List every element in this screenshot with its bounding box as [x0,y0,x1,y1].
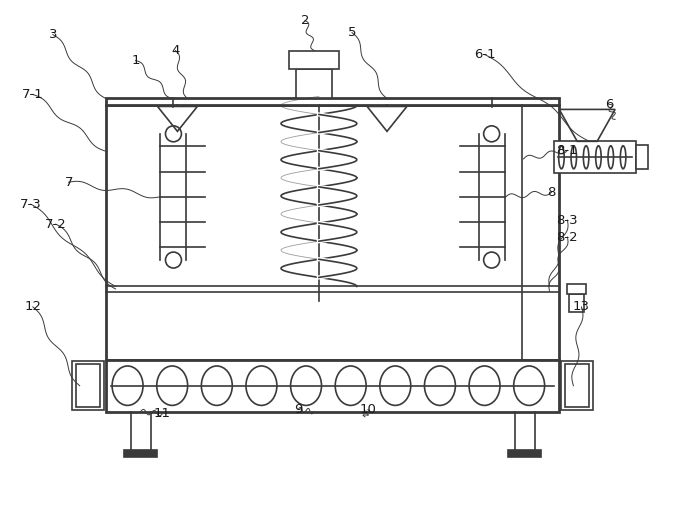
Bar [106,105,560,360]
Text: 6: 6 [605,98,613,111]
Text: 8-1: 8-1 [557,144,578,157]
Bar [124,450,157,456]
Text: 9: 9 [294,403,302,416]
Text: 6-1: 6-1 [474,48,496,61]
Text: 11: 11 [154,407,171,420]
Bar [636,145,648,169]
Text: 12: 12 [24,301,41,313]
Text: 1: 1 [132,54,140,67]
Text: 7-2: 7-2 [45,218,67,230]
Bar [562,361,594,410]
Text: 5: 5 [348,26,356,39]
Bar [106,360,560,412]
Text: 13: 13 [573,301,590,313]
Bar [555,142,636,173]
Bar [507,450,541,456]
Bar [569,294,585,312]
Text: 7-1: 7-1 [22,88,44,101]
Bar [567,284,586,294]
Text: 8: 8 [547,186,555,198]
Text: 8-2: 8-2 [557,230,578,244]
Bar [106,98,560,105]
Text: 4: 4 [171,44,180,57]
Text: 7-3: 7-3 [20,198,42,211]
Bar [76,364,100,407]
Bar [290,51,340,69]
Bar [72,361,104,410]
Text: 2: 2 [301,14,309,27]
Text: 8-3: 8-3 [557,214,578,227]
Text: 10: 10 [360,403,377,416]
Bar [296,69,333,98]
Text: 7: 7 [65,176,73,189]
Text: 3: 3 [49,28,57,41]
Bar [565,364,590,407]
